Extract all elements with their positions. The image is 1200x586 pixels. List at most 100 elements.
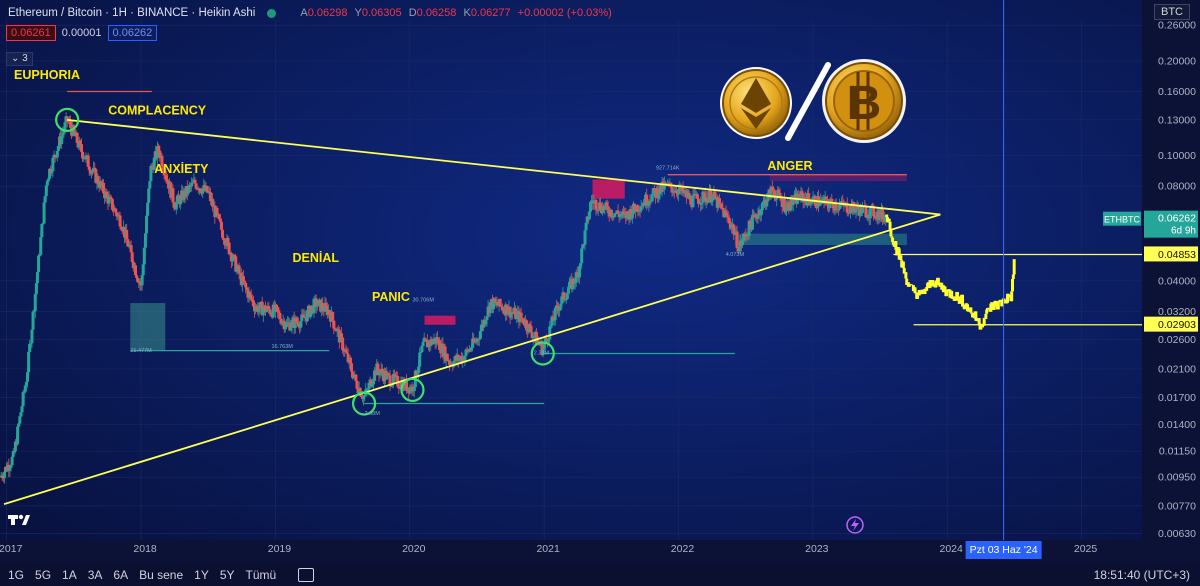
candle-body-654	[720, 203, 724, 208]
candle-body-385	[423, 338, 427, 340]
range-button-0[interactable]: 1G	[8, 568, 25, 582]
candle-body-317	[348, 358, 352, 364]
candle-body-596	[656, 188, 660, 199]
candle-body-568	[625, 211, 629, 219]
zone-4	[769, 174, 907, 182]
range-button-2[interactable]: 1A	[62, 568, 77, 582]
horizontal-lines-layer	[67, 90, 1142, 405]
candle-body-453	[498, 299, 502, 306]
candle-body-28	[30, 329, 34, 344]
cursor-date-bg	[965, 541, 1042, 559]
indicator-toggle-button[interactable]: ⌄ 3	[6, 52, 33, 66]
candle-body-480	[528, 323, 532, 326]
sell-price-button[interactable]: 0.06261	[6, 25, 56, 41]
candle-body-692	[761, 201, 765, 203]
candle-body-639	[703, 193, 707, 202]
price-axis[interactable]: 0.26000 0.20000 0.16000 0.13000 0.10000 0.080…	[1103, 0, 1200, 564]
candle-body-126	[138, 281, 142, 285]
candle-body-80	[87, 166, 91, 171]
candle-body-39	[42, 202, 46, 224]
candle-body-523	[575, 272, 579, 274]
range-button-4[interactable]: 6A	[113, 568, 129, 582]
candle-body-436	[479, 324, 483, 332]
candle-body-708	[779, 198, 783, 201]
level-tag-1: 0.04853	[1158, 249, 1196, 261]
candle-body-176	[193, 179, 197, 184]
buy-price-button[interactable]: 0.06262	[107, 25, 158, 41]
candle-body-270	[297, 322, 301, 327]
candle-body-519	[571, 278, 575, 290]
time-tick-5: 2022	[671, 543, 695, 555]
candle-body-726	[799, 191, 803, 200]
range-button-5[interactable]: Bu sene	[139, 568, 184, 582]
candle-body-206	[226, 237, 230, 243]
candle-body-432	[475, 339, 479, 342]
ohlc-low-value: 0.06258	[416, 7, 457, 19]
candle-body-528	[581, 244, 585, 249]
candle-body-173	[190, 182, 194, 187]
price-tick-2: 0.16000	[1158, 86, 1196, 98]
candle-body-42	[45, 180, 49, 186]
candle-body-575	[633, 203, 637, 210]
projection-layer	[885, 214, 1016, 330]
candle-body-234	[257, 308, 261, 313]
candle-body-590	[649, 201, 653, 203]
candle-body-123	[135, 275, 139, 279]
candle-body-778	[856, 204, 860, 210]
candle-body-203	[223, 240, 227, 245]
candle-body-502	[552, 320, 556, 322]
candle-body-493	[542, 344, 546, 349]
candle-body-665	[732, 224, 736, 235]
candle-body-41	[44, 185, 48, 197]
candle-body-146	[160, 155, 164, 167]
candle-body-481	[529, 325, 533, 333]
candle-body-187	[205, 185, 209, 193]
candle-body-542	[596, 209, 600, 211]
candle-body-690	[759, 210, 763, 216]
candle-body-532	[585, 216, 589, 223]
candle-body-429	[472, 338, 476, 343]
candle-body-670	[737, 246, 741, 252]
candle-body-60	[65, 116, 69, 121]
candle-body-150	[164, 175, 168, 180]
current-price-tag: 0.06262	[1158, 213, 1196, 225]
candle-body-653	[719, 203, 723, 205]
clock[interactable]: 18:51:40 (UTC+3)	[1093, 568, 1190, 582]
lightning-icon[interactable]	[846, 516, 864, 534]
range-button-1[interactable]: 5G	[35, 568, 52, 582]
range-button-7[interactable]: 5Y	[219, 568, 235, 582]
candle-body-472	[519, 312, 523, 318]
candle-body-602	[662, 182, 666, 190]
currency-select[interactable]: BTC	[1154, 4, 1190, 20]
range-button-6[interactable]: 1Y	[194, 568, 209, 582]
candle-body-668	[735, 231, 739, 249]
candle-body-200	[219, 221, 223, 230]
candle-body-15	[16, 426, 20, 445]
candle-body-580	[638, 210, 642, 212]
candle-body-189	[207, 191, 211, 193]
candle-body-353	[388, 375, 392, 386]
candle-body-718	[790, 196, 794, 205]
candle-body-673	[741, 240, 745, 246]
candle-body-143	[157, 146, 161, 151]
candle-body-440	[484, 320, 488, 325]
time-axis[interactable]: 2017 2018 2019 2020 2021 2022 2023 2024 2025 Pzt …	[0, 0, 1200, 564]
range-button-3[interactable]: 3A	[87, 568, 103, 582]
candle-body-748	[823, 196, 827, 204]
candle-body-743	[818, 204, 822, 207]
range-button-8[interactable]: Tümü	[245, 568, 277, 582]
symbol-title[interactable]: Ethereum / Bitcoin · 1H · BINANCE · Heik…	[8, 7, 256, 19]
cursor-date-label: Pzt 03 Haz '24	[970, 544, 1038, 556]
trendline-0	[67, 118, 941, 216]
candle-body-455	[500, 306, 504, 310]
candle-body-735	[809, 203, 813, 205]
candle-body-22	[23, 385, 27, 392]
candle-body-572	[629, 209, 633, 219]
candle-body-548	[603, 206, 607, 210]
calendar-icon[interactable]	[298, 568, 315, 582]
candle-body-55	[60, 135, 64, 145]
candle-body-486	[535, 332, 539, 345]
candle-body-522	[574, 272, 578, 283]
ohlc-change: +0.00002 (+0.03%)	[517, 7, 612, 19]
